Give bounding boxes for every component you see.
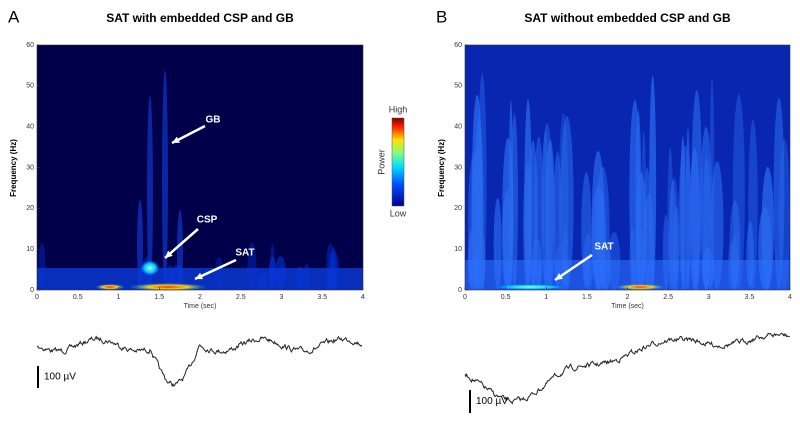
x-tick-label: 0 [463,294,467,301]
spectrogram-hotspot [95,284,125,290]
y-tick-label: 60 [26,42,34,49]
spectrogram-streak [680,136,686,290]
spectrogram-background [37,45,363,290]
y-tick-label: 30 [454,164,462,171]
x-tick-label: 2 [626,294,630,301]
spectrogram-hotspot [140,260,160,276]
scale-bar-label: 100 µV [476,396,508,407]
y-tick-label: 10 [454,246,462,253]
annotation: SAT [594,242,613,253]
annotation: GB [206,115,221,126]
spectrogram-streak [689,147,700,290]
spectrogram-streak [685,127,691,291]
spectrogram-streak [468,152,481,290]
y-tick-label: 50 [454,83,462,90]
spectrogram-streak [560,116,574,290]
spectrogram-streak [162,70,168,290]
spectrogram-hotspot [615,284,665,290]
spectrogram-streak [709,78,715,291]
y-tick-label: 40 [26,124,34,131]
panel-letter: B [436,7,447,26]
x-axis-label: Time (sec) [611,303,644,310]
annotation-arrowhead [165,250,173,258]
y-tick-label: 20 [454,205,462,212]
spectrogram-streak [778,138,791,290]
colorbar-scale [391,117,405,207]
annotation-arrow [554,253,593,282]
colorbar: High Low Power [376,104,407,218]
x-tick-label: 3 [280,294,284,301]
x-axis-label: Time (sec) [184,303,217,310]
y-tick-label: 10 [26,246,34,253]
spectrogram-streak [553,151,562,290]
y-tick-label: 30 [26,164,34,171]
x-tick-label: 2.5 [663,294,673,301]
x-tick-label: 1.5 [582,294,592,301]
annotation-arrow [194,258,237,281]
x-tick-label: 0 [35,294,39,301]
y-tick-label: 60 [454,42,462,49]
spectrogram-streak [649,75,657,290]
annotation: CSP [197,215,218,226]
spectrogram-streak [700,125,711,290]
x-tick-label: 1 [117,294,121,301]
panel-letter: A [8,7,20,26]
annotation: SAT [235,248,254,259]
x-tick-label: 2 [198,294,202,301]
spectrogram-streak [773,97,785,291]
spectrogram [465,45,791,291]
x-tick-label: 1.5 [154,294,164,301]
spectrogram-streak [710,161,724,290]
scale-bar-label: 100 µV [44,372,76,383]
eeg-trace [464,332,790,405]
spectrogram-streak [523,163,532,290]
panel-title: SAT with embedded CSP and GB [106,11,294,25]
x-tick-label: 4 [361,294,365,301]
y-tick-label: 50 [26,83,34,90]
spectrogram-streak [147,95,153,290]
spectrogram-hotspot [128,283,208,291]
spectrogram-streak [558,113,569,290]
spectrogram [37,45,363,291]
annotation-arrowhead [195,272,203,280]
y-axis-label: Frequency (Hz) [9,139,18,197]
spectrogram-streak [700,127,713,290]
x-tick-label: 0.5 [501,294,511,301]
eeg-trace [36,335,363,388]
x-tick-label: 4 [788,294,792,301]
spectrogram-streak [545,139,555,290]
annotation-arrowhead [172,136,180,143]
annotation-arrow [164,228,199,259]
spectrogram-hotspot [490,284,570,290]
y-tick-label: 0 [458,287,462,294]
annotation-arrowhead [555,273,563,280]
y-tick-label: 20 [26,205,34,212]
x-tick-label: 2.5 [236,294,246,301]
y-tick-label: 0 [30,287,34,294]
colorbar-label: Power [376,149,386,175]
y-tick-label: 40 [454,124,462,131]
x-tick-label: 1 [544,294,548,301]
spectrogram-streak [542,130,549,290]
spectrogram-streak [508,100,514,290]
x-tick-label: 3.5 [317,294,327,301]
x-tick-label: 3 [707,294,711,301]
panel: B SAT without embedded CSP and GB01020304… [436,7,792,413]
colorbar-high: High [389,104,408,114]
colorbar-low: Low [390,208,407,218]
y-axis-label: Frequency (Hz) [437,139,446,197]
x-tick-label: 0.5 [73,294,83,301]
x-tick-label: 3.5 [745,294,755,301]
panel-title: SAT without embedded CSP and GB [524,11,731,25]
panel: A SAT with embedded CSP and GB01020304050… [8,7,365,388]
